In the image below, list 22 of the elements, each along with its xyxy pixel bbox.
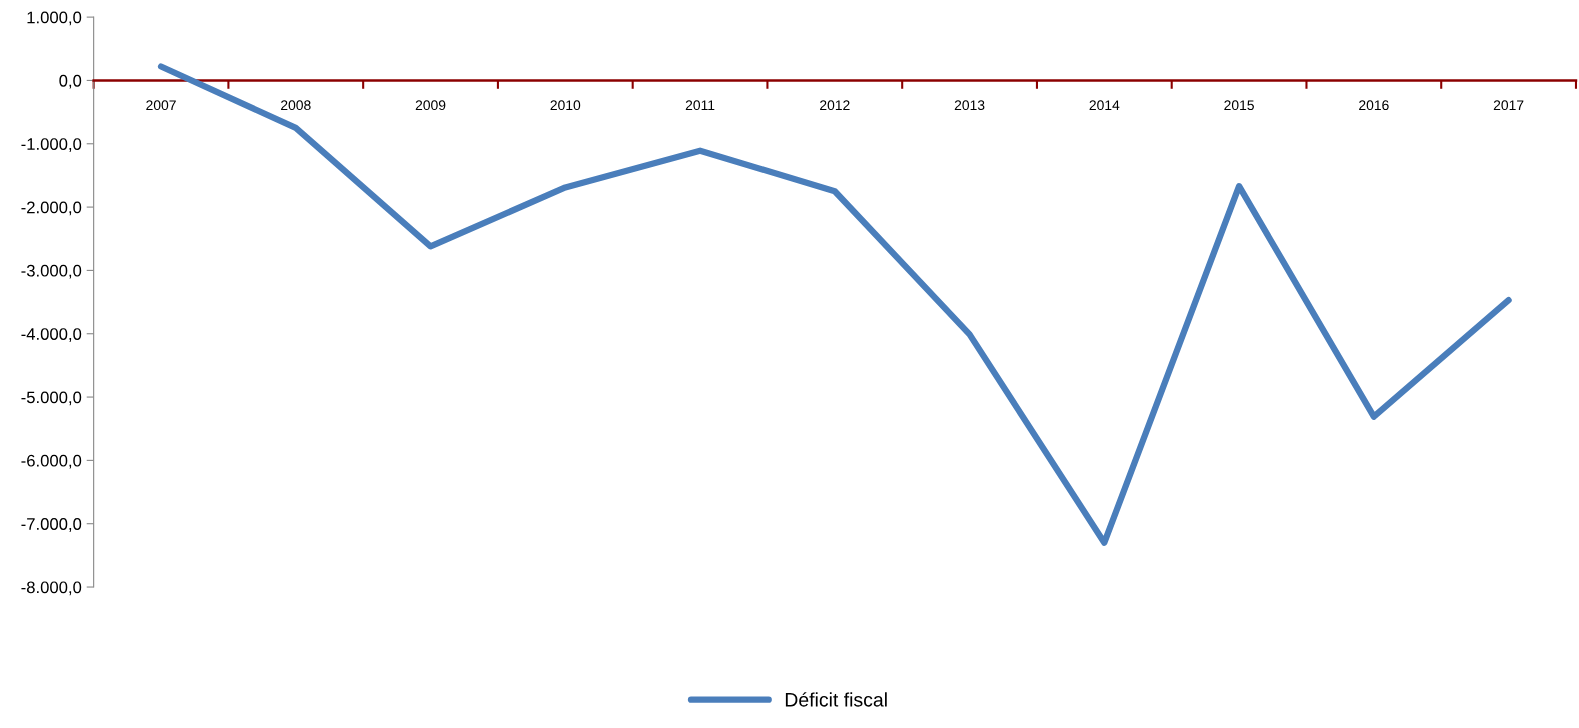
x-tick-label: 2014 xyxy=(1089,100,1120,111)
x-tick-label: 2010 xyxy=(550,100,581,111)
x-tick-label: 2011 xyxy=(685,100,715,111)
x-tick-label: 2015 xyxy=(1224,100,1254,111)
x-tick-label: 2012 xyxy=(820,100,850,111)
x-tick-label: 2017 xyxy=(1493,100,1524,111)
y-tick-label: 0,0 xyxy=(59,74,82,89)
x-tick-label: 2008 xyxy=(281,100,311,111)
x-tick-label: 2009 xyxy=(415,100,446,111)
y-tick-label: -2.000,0 xyxy=(21,201,82,216)
x-tick-label: 2007 xyxy=(146,100,176,111)
y-tick-label: -1.000,0 xyxy=(21,138,82,152)
y-tick-label: -4.000,0 xyxy=(21,328,82,342)
y-tick-label: -5.000,0 xyxy=(21,391,82,406)
x-tick-label: 2016 xyxy=(1359,100,1389,111)
y-tick-label: -3.000,0 xyxy=(21,264,82,279)
y-tick-label: 1.000,0 xyxy=(27,11,82,26)
y-tick-label: -6.000,0 xyxy=(21,454,82,469)
legend-label: Déficit fiscal xyxy=(785,692,887,707)
y-tick-label: -7.000,0 xyxy=(21,518,82,532)
y-tick-label: -8.000,0 xyxy=(21,581,82,596)
x-tick-label: 2013 xyxy=(954,100,985,111)
